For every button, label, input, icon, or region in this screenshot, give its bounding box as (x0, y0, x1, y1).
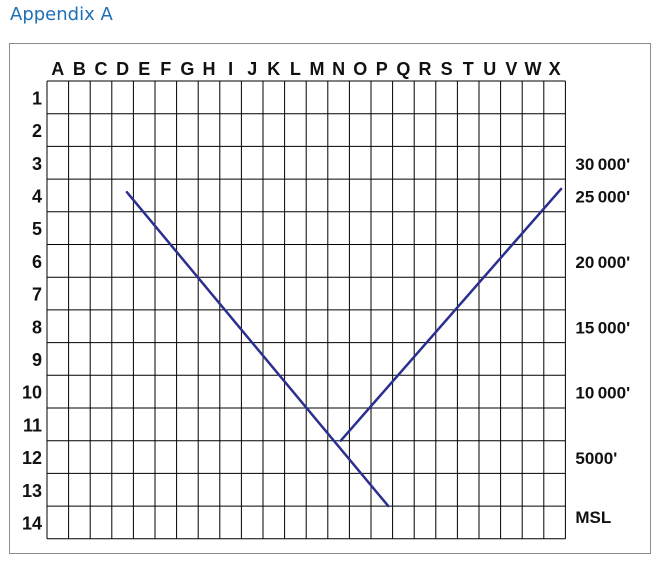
altitude-label: 10 000' (575, 384, 630, 403)
altitude-label: 30 000' (575, 155, 630, 174)
row-label: 3 (32, 154, 42, 174)
column-label: B (73, 59, 86, 79)
column-label: K (267, 59, 280, 79)
row-label: 7 (32, 285, 42, 305)
altitude-label: MSL (575, 508, 611, 527)
column-label: L (290, 59, 301, 79)
row-label: 2 (32, 121, 42, 141)
column-label: U (483, 59, 496, 79)
column-label: E (138, 59, 150, 79)
column-label: O (353, 59, 367, 79)
column-label: N (332, 59, 345, 79)
column-label: A (51, 59, 64, 79)
column-label: D (116, 59, 129, 79)
column-label: S (441, 59, 453, 79)
row-label: 6 (32, 252, 42, 272)
column-label: X (549, 59, 561, 79)
row-label: 4 (32, 186, 42, 206)
column-label: C (95, 59, 108, 79)
altitude-label: 25 000' (575, 187, 630, 206)
column-label: H (203, 59, 216, 79)
column-label: T (463, 59, 474, 79)
row-label: 1 (32, 88, 42, 108)
row-label: 9 (32, 350, 42, 370)
diagram-line (339, 187, 563, 442)
appendix-heading: Appendix A (10, 4, 113, 25)
column-label: F (160, 59, 171, 79)
column-label: P (376, 59, 388, 79)
altitude-label: 5000' (575, 449, 617, 468)
column-label: I (228, 59, 233, 79)
column-label: M (310, 59, 325, 79)
column-label: G (180, 59, 194, 79)
row-label: 11 (23, 415, 42, 435)
column-label: V (505, 59, 517, 79)
diagram-line (125, 190, 390, 508)
row-label: 14 (22, 513, 42, 533)
altitude-labels: 30 000' 25 000' 20 000' 15 000' 10 000' 5000'… (575, 155, 630, 527)
row-label: 13 (22, 481, 42, 501)
row-label: 12 (22, 448, 42, 468)
diagram-frame (9, 43, 651, 554)
altitude-label: 15 000' (575, 318, 630, 337)
column-label: Q (396, 59, 410, 79)
row-label: 10 (22, 383, 42, 403)
grid-lines (46, 80, 566, 540)
altitude-label: 20 000' (575, 253, 630, 272)
diagram-lines (125, 187, 563, 508)
row-label: 5 (32, 219, 42, 239)
column-label: R (419, 59, 432, 79)
row-label: 8 (32, 317, 42, 337)
column-label: J (247, 59, 257, 79)
column-label: W (525, 59, 542, 79)
